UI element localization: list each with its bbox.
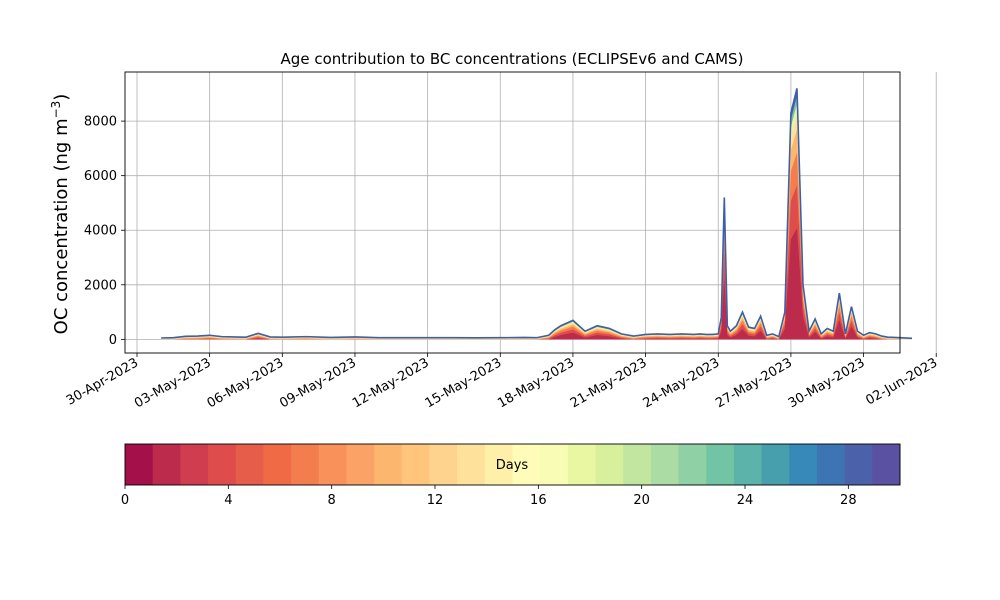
x-tick-label: 30-May-2023 [786, 355, 868, 411]
colorbar-segment [125, 444, 154, 485]
colorbar-segment [152, 444, 181, 485]
y-tick-label: 0 [109, 333, 117, 348]
colorbar-segment [733, 444, 763, 485]
colorbar-segment [263, 444, 292, 485]
x-tick-label: 09-May-2023 [277, 355, 359, 411]
x-tick-label: 30-Apr-2023 [64, 355, 141, 408]
y-axis-label-text: OC concentration (ng m [51, 118, 72, 334]
x-tick-label: 02-Jun-2023 [863, 355, 940, 408]
colorbar: 0 4 8 12 16 20 24 28 Days [121, 443, 901, 508]
colorbar-segment [235, 444, 264, 485]
colorbar-segment [291, 444, 320, 485]
y-tick-label: 6000 [84, 169, 117, 184]
colorbar-segment [816, 444, 846, 485]
colorbar-tick-label: 24 [737, 493, 754, 508]
x-tick-label: 21-May-2023 [568, 355, 650, 411]
y-tick-label: 2000 [84, 278, 117, 293]
colorbar-segment [401, 444, 430, 485]
colorbar-segment [567, 444, 597, 485]
colorbar-segment [346, 444, 375, 485]
total-concentration-line [161, 88, 913, 340]
colorbar-segment [623, 444, 652, 485]
age-band-area [161, 228, 912, 340]
colorbar-frame [124, 443, 901, 486]
colorbar-segment [650, 444, 680, 485]
colorbar-tick-label: 20 [633, 493, 650, 508]
colorbar-segment [844, 444, 873, 485]
colorbar-tick-label: 12 [427, 493, 444, 508]
y-axis-label: OC concentration (ng m−3) [49, 94, 72, 335]
colorbar-segment [540, 444, 569, 485]
colorbar-tick-label: 4 [224, 493, 232, 508]
colorbar-segment [484, 444, 513, 485]
colorbar-segment [761, 444, 790, 485]
colorbar-segment [872, 444, 901, 485]
x-tick-label: 12-May-2023 [350, 355, 432, 411]
colorbar-segment [374, 444, 403, 485]
plot-grid [125, 72, 937, 353]
y-tick-label: 4000 [84, 224, 117, 239]
colorbar-segment [318, 444, 347, 485]
colorbar-tick-label: 0 [121, 493, 129, 508]
colorbar-segment [180, 444, 209, 485]
y-axis-label-exponent: −3 [49, 101, 63, 119]
y-axis-label-close: ) [51, 94, 72, 101]
x-tick-label: 18-May-2023 [495, 355, 577, 411]
colorbar-tick-label: 8 [328, 493, 336, 508]
x-tick-label: 24-May-2023 [641, 355, 723, 411]
colorbar-segment [512, 444, 541, 485]
colorbar-segment [789, 444, 818, 485]
colorbar-segment [429, 444, 458, 485]
colorbar-label: Days [496, 458, 529, 473]
x-tick-label: 06-May-2023 [205, 355, 287, 411]
plot-frame [124, 71, 901, 354]
x-tick-label: 15-May-2023 [423, 355, 505, 411]
x-tick-label: 03-May-2023 [132, 355, 214, 411]
colorbar-segment [706, 444, 735, 485]
colorbar-segment [208, 444, 237, 485]
chart-title: Age contribution to BC concentrations (E… [281, 50, 744, 68]
y-tick-label: 8000 [84, 115, 117, 130]
x-tick-label: 27-May-2023 [713, 355, 795, 411]
colorbar-tick-label: 28 [840, 493, 857, 508]
colorbar-segment [678, 444, 707, 485]
colorbar-segment [457, 444, 486, 485]
plot-axes: 30-Apr-202303-May-202306-May-202309-May-… [64, 71, 940, 411]
colorbar-tick-label: 16 [530, 493, 547, 508]
colorbar-segment [595, 444, 624, 485]
age-contribution-areas [161, 88, 913, 340]
